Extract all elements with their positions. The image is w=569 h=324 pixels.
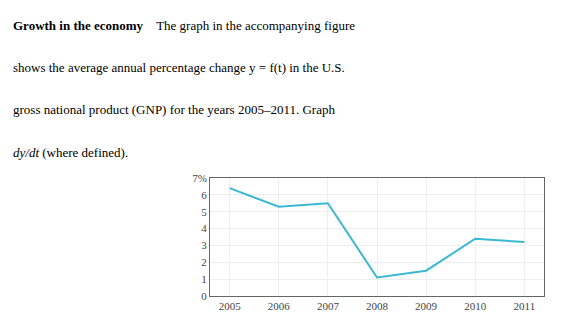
svg-text:4: 4 <box>201 222 207 234</box>
svg-text:7%: 7% <box>192 172 207 184</box>
svg-text:2007: 2007 <box>317 300 340 312</box>
svg-text:shows the average annual perce: shows the average annual percentage chan… <box>13 60 345 75</box>
svg-text:1: 1 <box>201 273 207 285</box>
svg-text:2011: 2011 <box>514 300 536 312</box>
svg-text:2006: 2006 <box>268 300 291 312</box>
svg-text:2008: 2008 <box>366 300 389 312</box>
svg-text:Growth in the economy The g: Growth in the economy The graph in the a… <box>13 18 355 33</box>
svg-text:gross national product (GNP) f: gross national product (GNP) for the yea… <box>13 102 335 117</box>
svg-text:2009: 2009 <box>415 300 438 312</box>
svg-text:6: 6 <box>201 189 207 201</box>
svg-text:3: 3 <box>201 239 207 251</box>
svg-text:5: 5 <box>201 206 207 218</box>
svg-text:dy/dt (where defined).: dy/dt (where defined). <box>13 145 128 160</box>
svg-text:2010: 2010 <box>464 300 487 312</box>
svg-text:2: 2 <box>201 256 207 268</box>
svg-text:0: 0 <box>201 290 207 302</box>
svg-text:2005: 2005 <box>219 300 242 312</box>
